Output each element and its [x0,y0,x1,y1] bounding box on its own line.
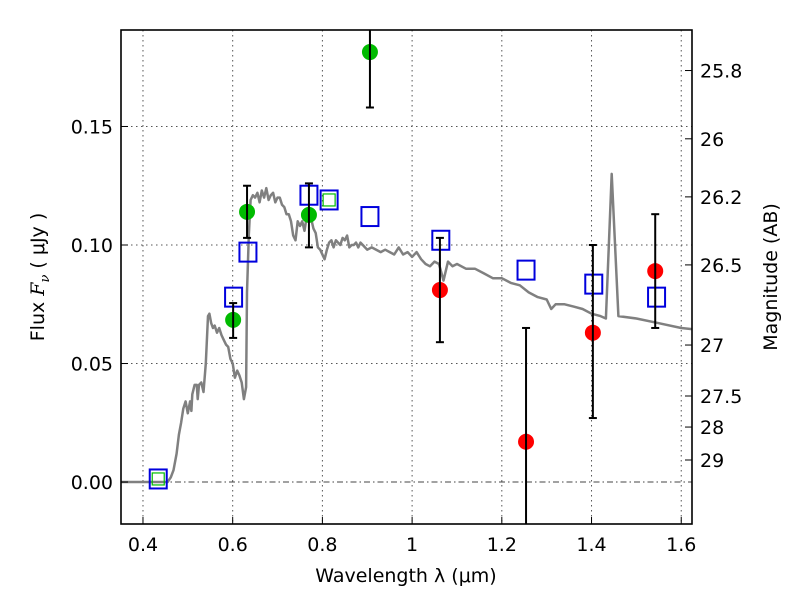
y-tick-label: 0.05 [71,354,113,376]
model-photometry-square [148,468,168,490]
x-tick-label: 1.4 [576,534,606,556]
y2-tick-label: 28 [700,417,724,439]
y2-tick-label: 29 [700,450,724,472]
y-axis-label-prefix: Flux [27,296,49,342]
plot-area [121,30,692,524]
x-axis-label: Wavelength λ (μm) [315,565,496,587]
x-axis-ticks: 0.4 0.6 0.8 1 1.2 1.4 1.6 [128,517,696,556]
y-axis-ticks: 0.00 0.05 0.10 0.15 [71,116,128,494]
y2-tick-label: 27.5 [700,386,742,408]
model-photometry-square [319,189,339,211]
y2-axis-ticks: 25.8 26 26.2 26.5 27 27.5 28 29 [685,61,742,472]
model-spectrum-line [121,172,692,484]
y-axis-label-symbol: F [27,282,49,297]
y-axis-label: Flux Fν ( μJy ) [27,213,53,342]
y-tick-label: 0.00 [71,472,113,494]
model-photometry-square [647,286,667,308]
model-spectrum-layer [121,172,692,484]
model-photometry-square [516,259,536,281]
model-photometry-square [238,241,258,263]
y-tick-label: 0.15 [71,116,113,138]
y2-tick-label: 25.8 [700,61,742,83]
y-tick-label: 0.10 [71,235,113,257]
x-tick-label: 1 [406,534,418,556]
model-photometry-inner-square [151,472,165,486]
axes-frame [120,29,693,525]
observed-points-layer [225,44,664,450]
y-axis-label-unit: ( μJy ) [27,213,49,275]
y-axis-label-subscript: ν [38,275,53,283]
model-photometry-inner-square [322,193,336,207]
x-tick-label: 1.6 [666,534,696,556]
y2-tick-label: 26 [700,129,724,151]
y2-axis-label: Magnitude (AB) [760,203,782,351]
x-tick-label: 0.4 [128,534,158,556]
x-tick-label: 1.2 [487,534,517,556]
y2-tick-label: 26.5 [700,255,742,277]
errorbar-layer [229,30,660,524]
y2-tick-label: 27 [700,335,724,357]
y2-tick-label: 26.2 [700,187,742,209]
x-tick-label: 0.6 [218,534,248,556]
x-tick-label: 0.8 [307,534,337,556]
model-photometry-square [360,206,380,228]
